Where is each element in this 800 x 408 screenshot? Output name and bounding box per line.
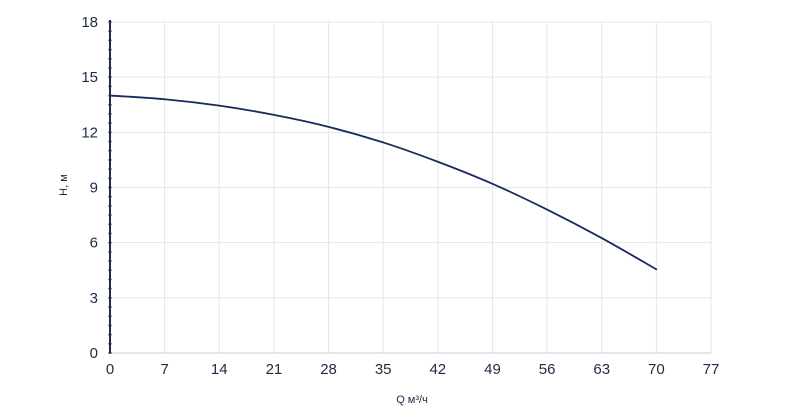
tick-labels: 0 7 14 21 28 35 42 49 56 63 70 77 0 3 6 9 12 15 18 — [81, 14, 719, 378]
x-tick-label-4: 28 — [320, 361, 337, 378]
x-tick-label-8: 56 — [539, 361, 556, 378]
x-tick-label-1: 7 — [160, 361, 168, 378]
y-tick-label-3: 9 — [90, 180, 98, 197]
x-tick-label-7: 49 — [484, 361, 501, 378]
x-tick-label-0: 0 — [106, 361, 114, 378]
x-tick-label-2: 14 — [211, 361, 228, 378]
grid — [110, 21, 712, 353]
y-tick-label-1: 3 — [90, 290, 98, 307]
x-tick-label-10: 70 — [648, 361, 665, 378]
axes — [108, 20, 711, 354]
x-tick-label-5: 35 — [375, 361, 392, 378]
series-layer — [109, 94, 658, 271]
x-tick-label-11: 77 — [703, 361, 720, 378]
x-axis-label: Q м³/ч — [396, 394, 428, 406]
y-tick-label-0: 0 — [90, 345, 98, 362]
y-tick-label-2: 6 — [90, 235, 98, 252]
x-tick-label-9: 63 — [593, 361, 610, 378]
y-axis-label: H, м — [58, 174, 70, 196]
y-tick-label-6: 18 — [81, 14, 98, 31]
x-tick-label-6: 42 — [429, 361, 446, 378]
y-tick-label-4: 12 — [81, 124, 98, 141]
y-tick-label-5: 15 — [81, 69, 98, 86]
series-line-0 — [109, 94, 658, 271]
x-tick-label-3: 21 — [266, 361, 283, 378]
